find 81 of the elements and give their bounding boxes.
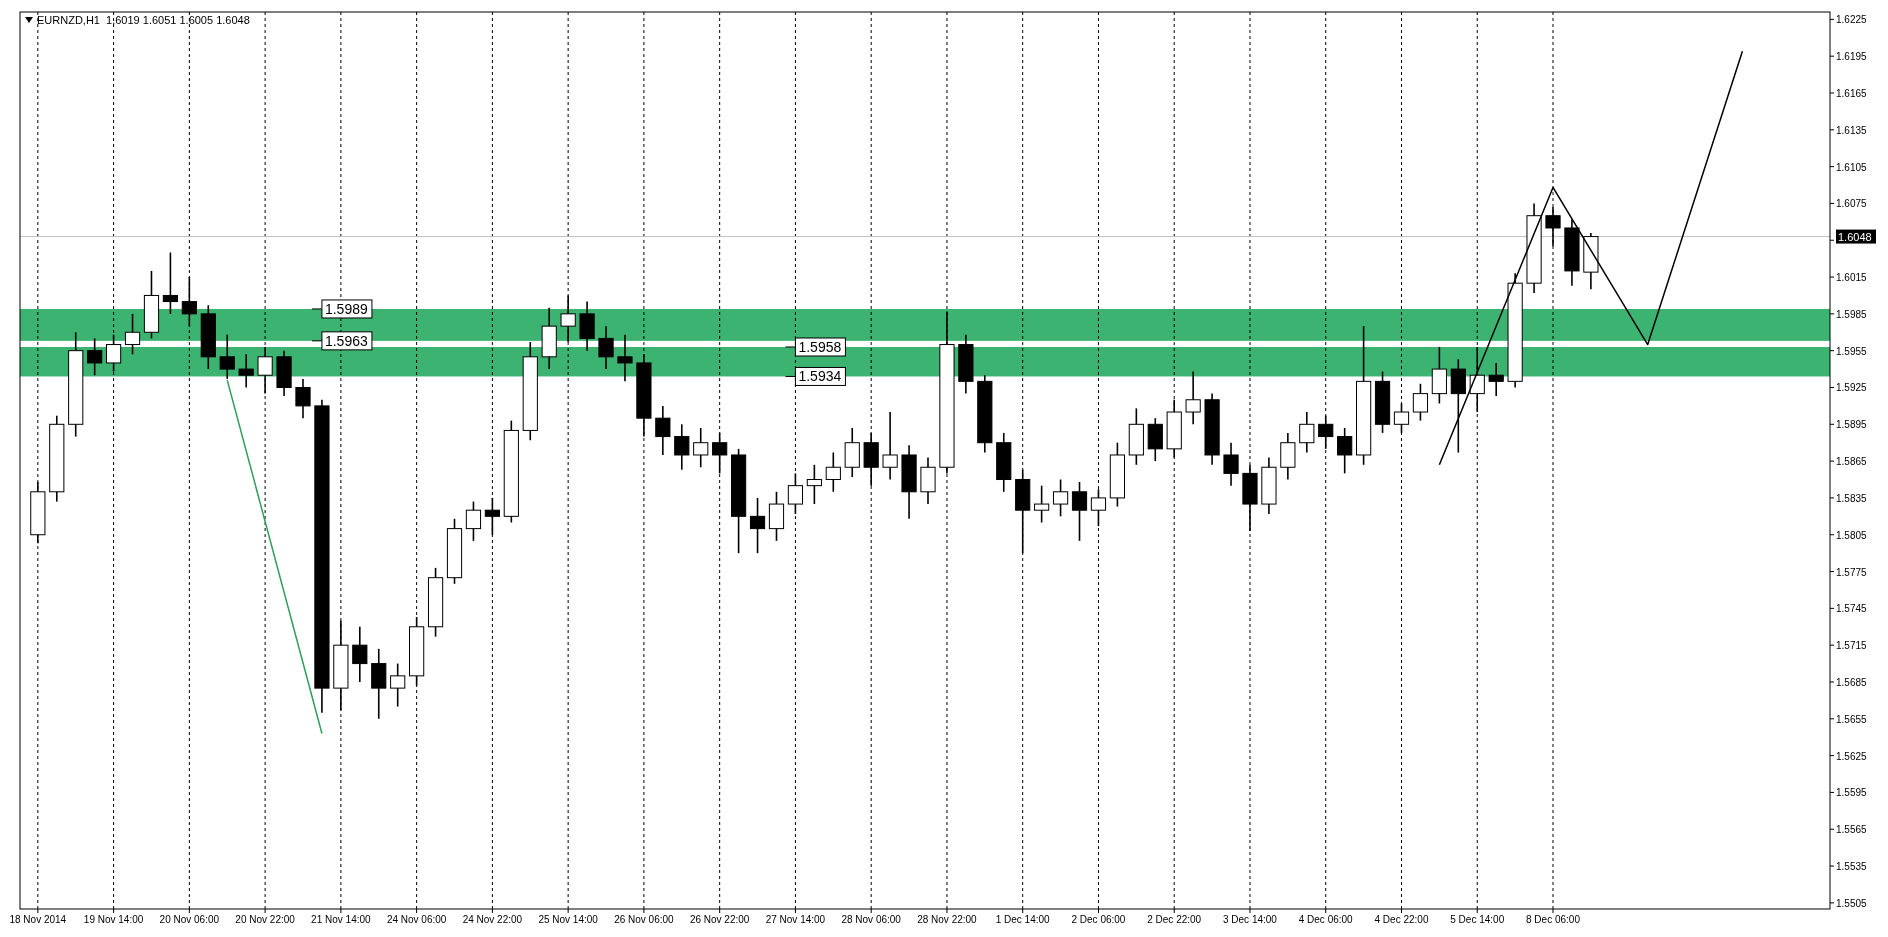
x-tick-label: 24 Nov 06:00 (386, 914, 447, 925)
x-tick-label: 24 Nov 22:00 (462, 914, 523, 925)
y-tick-label: 1.5955 (1836, 345, 1868, 357)
candlestick (1034, 484, 1050, 524)
x-tick-label: 27 Nov 14:00 (765, 914, 826, 925)
candlestick (749, 497, 766, 554)
candlestick (787, 472, 804, 515)
candlestick (617, 333, 633, 383)
y-tick-label: 1.5595 (1836, 787, 1868, 799)
y-tick-label: 1.5565 (1836, 824, 1868, 836)
y-tick-label: 1.6225 (1836, 14, 1868, 26)
x-tick-label: 28 Nov 22:00 (917, 914, 978, 925)
y-tick-label: 1.5925 (1836, 382, 1868, 394)
x-tick-label: 20 Nov 22:00 (235, 914, 296, 925)
annotation: 1.5963 (324, 332, 368, 349)
y-tick-label: 1.5505 (1836, 897, 1868, 909)
x-tick-label: 1 Dec 14:00 (995, 914, 1051, 925)
y-tick-label: 1.5655 (1836, 713, 1868, 725)
y-tick-label: 1.6105 (1836, 161, 1868, 173)
y-tick-label: 1.6195 (1836, 51, 1868, 63)
x-tick-label: 25 Nov 14:00 (538, 914, 599, 925)
y-tick-label: 1.5835 (1836, 492, 1868, 504)
x-tick-label: 19 Nov 14:00 (83, 914, 144, 925)
y-tick-label: 1.5865 (1836, 456, 1868, 468)
candlestick (162, 251, 179, 315)
candlestick (1185, 370, 1201, 426)
x-tick-label: 5 Dec 14:00 (1450, 914, 1505, 925)
y-tick-label: 1.6165 (1836, 87, 1868, 99)
ref-line-label: 1.6048 (1838, 230, 1872, 243)
x-tick-label: 20 Nov 06:00 (159, 914, 220, 925)
candlestick (257, 346, 273, 395)
x-tick-label: 4 Dec 06:00 (1298, 914, 1354, 925)
x-tick-label: 8 Dec 06:00 (1526, 914, 1581, 925)
candlestick (238, 353, 254, 389)
candlestick (124, 313, 141, 356)
y-tick-label: 1.5535 (1836, 861, 1868, 873)
annotation: 1.5958 (798, 338, 842, 355)
x-tick-label: 18 Nov 2014 (9, 914, 67, 925)
candlestick (1052, 478, 1069, 518)
x-tick-label: 28 Nov 06:00 (841, 914, 902, 925)
candlestick (674, 423, 690, 471)
annotation: 1.5934 (798, 368, 842, 385)
x-tick-label: 4 Dec 22:00 (1374, 914, 1429, 925)
y-tick-label: 1.5895 (1836, 419, 1868, 431)
y-tick-label: 1.5775 (1836, 566, 1868, 578)
y-tick-label: 1.6075 (1836, 198, 1868, 210)
y-tick-label: 1.5715 (1836, 640, 1868, 652)
candlestick (693, 427, 709, 469)
x-tick-label: 2 Dec 06:00 (1071, 914, 1126, 925)
y-tick-label: 1.5625 (1836, 750, 1868, 762)
candlestick (825, 451, 841, 493)
candlestick (1299, 411, 1315, 454)
candlestick (1223, 441, 1239, 487)
candlestick (1071, 481, 1088, 542)
candlestick (882, 411, 898, 481)
x-tick-label: 26 Nov 06:00 (614, 914, 675, 925)
x-tick-label: 3 Dec 14:00 (1223, 914, 1278, 925)
y-tick-label: 1.5985 (1836, 308, 1868, 320)
y-tick-label: 1.5745 (1836, 603, 1868, 615)
y-tick-label: 1.5805 (1836, 529, 1868, 541)
x-tick-label: 2 Dec 22:00 (1147, 914, 1202, 925)
x-tick-label: 26 Nov 22:00 (689, 914, 750, 925)
annotation: 1.5989 (324, 300, 368, 317)
candlestick (465, 500, 482, 542)
y-tick-label: 1.6015 (1836, 272, 1868, 284)
candlestick (1469, 346, 1485, 413)
candlestick (352, 625, 368, 683)
y-tick-label: 1.6135 (1836, 124, 1868, 136)
candlestick (1337, 427, 1353, 475)
candlestick (598, 325, 614, 370)
chart-title: EURNZD,H1 1.6019 1.6051 1.6005 1.6048 (37, 14, 250, 26)
candlestick (87, 337, 103, 377)
y-tick-label: 1.5685 (1836, 676, 1868, 688)
candlestick (1488, 362, 1504, 397)
candlestick (219, 333, 235, 380)
x-tick-label: 21 Nov 14:00 (311, 914, 372, 925)
candlestick (295, 378, 311, 419)
candlestick (1412, 383, 1429, 422)
candlestick (390, 662, 406, 708)
candlestick (806, 463, 822, 505)
candlestick (655, 405, 671, 456)
